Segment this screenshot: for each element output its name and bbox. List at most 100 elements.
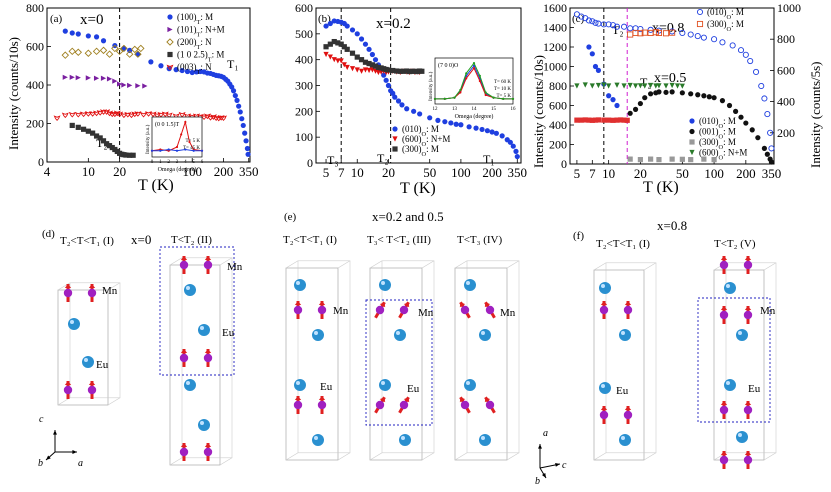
panel-c-ylabel: Intensity (counts/10s) (531, 55, 546, 168)
data-point (358, 36, 365, 42)
mn-atom (719, 405, 729, 415)
unit-cell-edge (506, 452, 520, 461)
legend-marker (167, 26, 173, 33)
mn-spin-head (379, 302, 386, 308)
inset-title: (7 0 0)O (438, 62, 459, 69)
struct-e3-caption: T<T₃ (IV) (457, 234, 502, 246)
data-point (637, 157, 643, 163)
inset-legend-label: T= 10 K (494, 87, 511, 92)
eu-label: Eu (96, 359, 109, 371)
data-point (349, 27, 356, 33)
panel-b-t2-label: T₂ (377, 151, 389, 165)
x-tick-label: 10 (351, 165, 364, 180)
eu-highlight (466, 381, 470, 385)
data-point (656, 157, 662, 163)
mn-spin-head (88, 284, 96, 289)
eu-highlight (296, 381, 300, 385)
data-point (323, 23, 329, 29)
mn-atom (317, 305, 327, 315)
eu-highlight (601, 284, 605, 288)
legend-marker (689, 139, 695, 145)
data-point (92, 47, 101, 56)
eu-label: Eu (748, 383, 761, 395)
mn-spin-head (64, 381, 72, 386)
panel-c-t2-label-2: T₂ (640, 75, 652, 89)
inset-tick-label: 4 (184, 160, 187, 165)
mn-atom (87, 385, 97, 395)
mn-label: Mn (227, 261, 243, 273)
inset-point (184, 120, 187, 124)
data-point (121, 82, 127, 88)
legend-marker (167, 51, 173, 58)
data-point (362, 41, 369, 47)
data-point (100, 38, 107, 44)
inset-point (472, 67, 476, 70)
data-point (574, 83, 580, 89)
eu-highlight (381, 381, 385, 385)
y-tick-label: 800 (26, 1, 44, 15)
eu-atom (464, 379, 476, 391)
eu-atom (479, 329, 491, 341)
eu-atom (464, 279, 476, 291)
data-point (489, 129, 495, 135)
data-point (85, 75, 91, 81)
panel-c-legend: (010)O: M(300)O: M(010)O: M(001)O: M(300… (689, 7, 747, 161)
data-point (236, 103, 242, 109)
data-point (127, 47, 133, 53)
data-point (669, 156, 675, 162)
unit-cell-edge (169, 257, 183, 266)
inset-point (150, 149, 154, 152)
eu-atom (394, 329, 406, 341)
legend-label: (101)T: N+M (177, 25, 225, 39)
data-point (755, 135, 761, 141)
x-tick-label: 7 (338, 165, 345, 180)
x-tick-label: 20 (113, 164, 126, 179)
legend-label: (300)O: M (707, 19, 744, 33)
legend-label: (100)T: M (177, 12, 213, 26)
y-tick-label: 1600 (543, 1, 567, 15)
data-point (239, 116, 245, 122)
data-point (606, 117, 612, 123)
data-point (656, 89, 662, 95)
inset-tick-label: 5 (192, 160, 195, 165)
data-point (701, 93, 707, 99)
data-point (80, 111, 88, 118)
data-point (679, 29, 686, 37)
unit-cell-front (593, 269, 645, 461)
mn-spin-head (720, 401, 728, 406)
data-point (510, 143, 516, 149)
panel-b-legend: (010)O: M(600)O: N+M(300)O: M (392, 124, 450, 158)
data-point (338, 58, 344, 64)
mn-atom (460, 305, 470, 315)
data-point (362, 59, 369, 65)
panel-c-x08-label: x=0.8 (652, 21, 684, 36)
mn-spin-head (459, 397, 466, 403)
data-point (669, 29, 676, 36)
legend-marker (392, 126, 398, 132)
data-point (473, 125, 479, 131)
struct-f2-caption: T<T₂ (V) (714, 238, 756, 250)
crystal-structures: Mn Eu Mn Eu Mn Eu Mn Eu Mn Eu Mn Eu c b a a c b (38, 246, 777, 487)
data-point (354, 54, 360, 60)
mn-spin-head (294, 301, 302, 306)
data-point (230, 88, 237, 94)
mn-spin-head (744, 401, 752, 406)
x-tick-label: 350 (239, 164, 259, 179)
mn-atom (317, 400, 327, 410)
data-point (344, 23, 350, 29)
data-point (341, 62, 347, 68)
axis-label: c (39, 414, 44, 425)
eu-atom (184, 284, 196, 296)
unit-cell-edge (285, 452, 299, 461)
mn-atom (63, 288, 73, 298)
mn-atom (719, 260, 729, 270)
data-point (711, 157, 717, 163)
mn-spin-head (204, 256, 212, 261)
axis-arrowhead (72, 450, 77, 454)
data-point (749, 127, 755, 133)
inset-point (453, 96, 456, 99)
unit-cell-edge (763, 452, 777, 461)
data-point (89, 111, 97, 117)
mn-atom (87, 288, 97, 298)
